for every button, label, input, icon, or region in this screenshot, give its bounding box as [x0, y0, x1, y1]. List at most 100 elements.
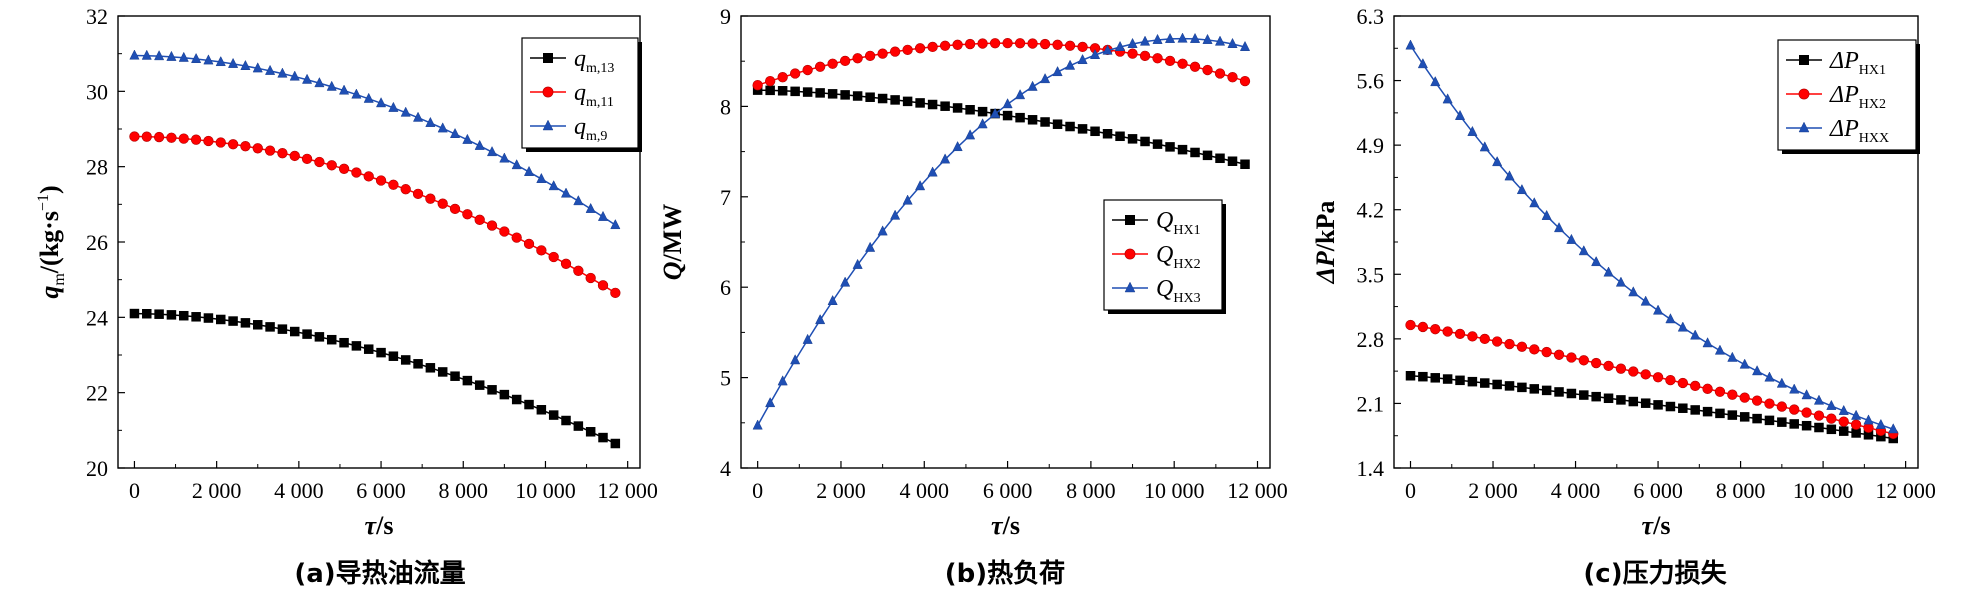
x-tick-label: 8 000	[1066, 478, 1116, 503]
data-point	[1727, 410, 1738, 420]
data-point	[840, 90, 850, 100]
data-point	[864, 50, 876, 61]
data-point	[1603, 360, 1614, 372]
data-point	[228, 57, 239, 68]
data-point	[852, 53, 863, 64]
data-point	[952, 103, 963, 113]
data-point	[1052, 119, 1063, 129]
data-point	[302, 329, 312, 339]
series-line	[757, 42, 1246, 86]
series-3	[1405, 39, 1899, 434]
data-point	[1850, 419, 1862, 430]
data-point	[1467, 331, 1478, 342]
y-tick-label: 28	[86, 155, 108, 180]
x-tick-label: 12 000	[1875, 478, 1936, 503]
data-point	[1665, 401, 1676, 412]
data-point	[425, 193, 436, 204]
series-2	[1405, 319, 1899, 440]
data-point	[1566, 388, 1577, 399]
data-point	[1202, 64, 1213, 76]
data-point	[338, 163, 350, 174]
data-point	[511, 159, 522, 170]
data-point	[610, 218, 621, 230]
data-point	[1702, 383, 1713, 394]
data-point	[965, 105, 975, 115]
data-point	[1002, 110, 1013, 121]
y-tick-label: 4.9	[1357, 133, 1385, 158]
data-point	[1776, 401, 1787, 412]
series-1	[752, 85, 1250, 170]
data-point	[1454, 328, 1466, 340]
data-point	[240, 141, 251, 152]
data-point	[215, 137, 226, 148]
data-point	[375, 97, 387, 108]
data-point	[289, 326, 300, 337]
data-point	[940, 153, 951, 164]
series-3	[752, 32, 1251, 430]
data-point	[474, 380, 485, 390]
data-point	[314, 77, 325, 88]
legend-marker	[1124, 281, 1136, 293]
data-point	[1077, 124, 1088, 134]
data-point	[1789, 404, 1800, 415]
data-point	[1690, 329, 1701, 340]
y-axis-label: ΔP/kPa	[1311, 201, 1340, 285]
data-point	[585, 202, 596, 213]
y-tick-label: 6.3	[1357, 4, 1385, 29]
data-point	[1690, 405, 1700, 415]
data-point	[597, 280, 609, 291]
legend-label: ΔPHX1	[1829, 48, 1886, 78]
data-point	[1152, 139, 1163, 149]
data-point	[1114, 40, 1126, 51]
data-point	[1504, 170, 1515, 181]
x-tick-label: 0	[129, 478, 140, 503]
data-point	[1801, 407, 1812, 418]
data-point	[765, 75, 776, 87]
data-point	[802, 333, 813, 344]
data-point	[1115, 131, 1125, 142]
data-point	[1190, 147, 1200, 158]
data-point	[1776, 377, 1787, 388]
data-point	[326, 80, 337, 91]
data-point	[301, 153, 313, 164]
data-point	[1517, 382, 1527, 393]
data-point	[939, 40, 951, 51]
data-point	[499, 226, 510, 237]
data-point	[1454, 109, 1466, 120]
data-point	[1164, 32, 1176, 43]
data-point	[852, 258, 863, 269]
data-point	[1127, 37, 1138, 48]
data-point	[1430, 76, 1441, 87]
data-point	[437, 122, 448, 133]
data-point	[1077, 53, 1088, 65]
data-point	[1102, 44, 1113, 55]
data-point	[277, 324, 288, 334]
data-point	[752, 419, 763, 430]
data-point	[1727, 389, 1738, 400]
data-point	[1541, 346, 1552, 358]
panel-caption: (c)压力损失	[1583, 559, 1727, 589]
data-point	[376, 347, 386, 358]
data-point	[877, 225, 888, 236]
series-3	[129, 49, 621, 230]
legend-label: QHX3	[1156, 276, 1201, 306]
data-point	[1591, 255, 1602, 267]
data-point	[1027, 38, 1038, 49]
data-point	[326, 334, 337, 345]
data-point	[154, 50, 165, 61]
series-line	[134, 54, 616, 226]
series-line	[134, 312, 616, 445]
data-point	[839, 55, 851, 67]
data-point	[548, 410, 559, 420]
data-point	[462, 209, 473, 220]
data-point	[1541, 209, 1552, 220]
data-point	[536, 172, 547, 183]
data-point	[1838, 404, 1849, 415]
y-tick-label: 1.4	[1357, 456, 1385, 481]
data-point	[815, 88, 825, 98]
data-point	[178, 51, 189, 62]
data-point	[802, 87, 813, 97]
legend-label: ΔPHX2	[1829, 82, 1886, 112]
data-point	[388, 351, 399, 361]
